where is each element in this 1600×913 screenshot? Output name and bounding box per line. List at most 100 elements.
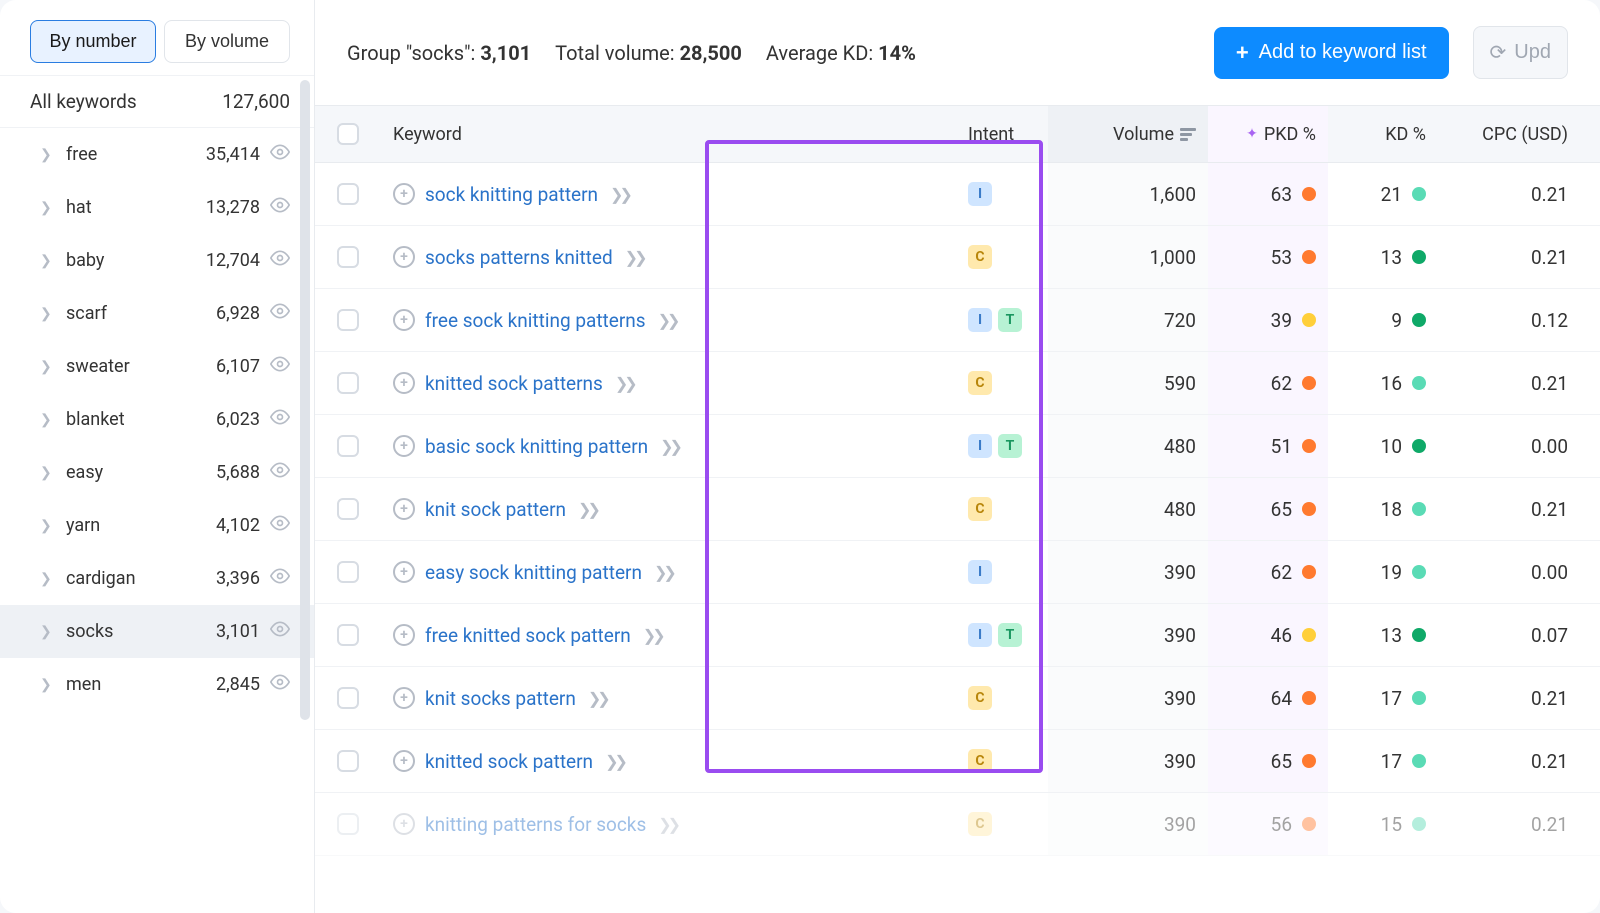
- sidebar-item-easy[interactable]: ❯easy5,688: [0, 446, 314, 499]
- expand-icon[interactable]: +: [393, 750, 415, 772]
- intent-cell: C: [968, 686, 1048, 710]
- row-checkbox[interactable]: [337, 246, 359, 268]
- group-label: hat: [66, 197, 206, 218]
- expand-icon[interactable]: +: [393, 183, 415, 205]
- th-pkd-label: PKD %: [1264, 124, 1316, 145]
- cpc-cell: 0.21: [1438, 498, 1568, 521]
- expand-icon[interactable]: +: [393, 813, 415, 835]
- keyword-text: basic sock knitting pattern: [425, 435, 648, 458]
- th-cpc[interactable]: CPC (USD): [1438, 124, 1568, 145]
- keyword-cell[interactable]: +knitting patterns for socks❯❯: [393, 813, 968, 836]
- view-toggle: By number By volume: [0, 0, 314, 75]
- toggle-by-number[interactable]: By number: [30, 20, 156, 63]
- scrollbar-thumb[interactable]: [300, 80, 310, 720]
- main-panel: Group "socks": 3,101 Total volume: 28,50…: [315, 0, 1600, 913]
- kd-dot: [1412, 628, 1426, 642]
- sidebar-item-free[interactable]: ❯free35,414: [0, 128, 314, 181]
- chevrons-right-icon: ❯❯: [658, 815, 677, 834]
- group-label: men: [66, 674, 216, 695]
- pkd-cell: 53: [1208, 226, 1328, 288]
- chevron-right-icon: ❯: [40, 200, 56, 216]
- row-checkbox[interactable]: [337, 561, 359, 583]
- expand-icon[interactable]: +: [393, 624, 415, 646]
- chevrons-right-icon: ❯❯: [654, 563, 673, 582]
- eye-icon[interactable]: [270, 142, 290, 167]
- cpc-cell: 0.07: [1438, 624, 1568, 647]
- intent-badge-T: T: [998, 623, 1022, 647]
- keyword-cell[interactable]: +free knitted sock pattern❯❯: [393, 624, 968, 647]
- sidebar-item-socks[interactable]: ❯socks3,101: [0, 605, 314, 658]
- add-to-list-label: Add to keyword list: [1259, 41, 1427, 64]
- row-checkbox[interactable]: [337, 435, 359, 457]
- intent-cell: IT: [968, 434, 1048, 458]
- eye-icon[interactable]: [270, 672, 290, 697]
- sidebar-item-cardigan[interactable]: ❯cardigan3,396: [0, 552, 314, 605]
- th-intent[interactable]: Intent: [968, 124, 1048, 145]
- expand-icon[interactable]: +: [393, 246, 415, 268]
- row-checkbox[interactable]: [337, 183, 359, 205]
- row-checkbox[interactable]: [337, 624, 359, 646]
- keyword-cell[interactable]: +sock knitting pattern❯❯: [393, 183, 968, 206]
- keyword-cell[interactable]: +basic sock knitting pattern❯❯: [393, 435, 968, 458]
- eye-icon[interactable]: [270, 566, 290, 591]
- pkd-cell: 62: [1208, 541, 1328, 603]
- keyword-text: free knitted sock pattern: [425, 624, 631, 647]
- row-checkbox[interactable]: [337, 813, 359, 835]
- keyword-cell[interactable]: +knit socks pattern❯❯: [393, 687, 968, 710]
- th-kd[interactable]: KD %: [1328, 124, 1438, 145]
- cpc-cell: 0.21: [1438, 372, 1568, 395]
- keyword-cell[interactable]: +free sock knitting patterns❯❯: [393, 309, 968, 332]
- eye-icon[interactable]: [270, 513, 290, 538]
- row-checkbox[interactable]: [337, 750, 359, 772]
- expand-icon[interactable]: +: [393, 372, 415, 394]
- expand-icon[interactable]: +: [393, 687, 415, 709]
- keyword-cell[interactable]: +knitted sock pattern❯❯: [393, 750, 968, 773]
- row-checkbox[interactable]: [337, 498, 359, 520]
- keyword-cell[interactable]: +socks patterns knitted❯❯: [393, 246, 968, 269]
- sidebar-item-scarf[interactable]: ❯scarf6,928: [0, 287, 314, 340]
- cpc-cell: 0.21: [1438, 183, 1568, 206]
- sidebar-item-men[interactable]: ❯men2,845: [0, 658, 314, 711]
- eye-icon[interactable]: [270, 354, 290, 379]
- keyword-text: sock knitting pattern: [425, 183, 598, 206]
- eye-icon[interactable]: [270, 460, 290, 485]
- sidebar-item-sweater[interactable]: ❯sweater6,107: [0, 340, 314, 393]
- expand-icon[interactable]: +: [393, 561, 415, 583]
- row-checkbox[interactable]: [337, 309, 359, 331]
- eye-icon[interactable]: [270, 301, 290, 326]
- row-checkbox[interactable]: [337, 372, 359, 394]
- td-checkbox: [337, 246, 393, 268]
- eye-icon[interactable]: [270, 619, 290, 644]
- th-volume[interactable]: Volume: [1048, 106, 1208, 162]
- expand-icon[interactable]: +: [393, 435, 415, 457]
- expand-icon[interactable]: +: [393, 498, 415, 520]
- intent-cell: I: [968, 182, 1048, 206]
- all-keywords-row[interactable]: All keywords 127,600: [0, 75, 314, 128]
- th-keyword[interactable]: Keyword: [393, 124, 968, 145]
- intent-badge-T: T: [998, 308, 1022, 332]
- toggle-by-volume[interactable]: By volume: [164, 20, 290, 63]
- row-checkbox[interactable]: [337, 687, 359, 709]
- eye-icon[interactable]: [270, 195, 290, 220]
- keyword-cell[interactable]: +knit sock pattern❯❯: [393, 498, 968, 521]
- kd-dot: [1412, 439, 1426, 453]
- sidebar-item-blanket[interactable]: ❯blanket6,023: [0, 393, 314, 446]
- sidebar-item-hat[interactable]: ❯hat13,278: [0, 181, 314, 234]
- keyword-cell[interactable]: +knitted sock patterns❯❯: [393, 372, 968, 395]
- pkd-cell: 39: [1208, 289, 1328, 351]
- sidebar-item-yarn[interactable]: ❯yarn4,102: [0, 499, 314, 552]
- chevron-right-icon: ❯: [40, 306, 56, 322]
- group-label: baby: [66, 250, 206, 271]
- pkd-cell: 62: [1208, 352, 1328, 414]
- update-button[interactable]: ⟳ Upd: [1473, 26, 1568, 79]
- eye-icon[interactable]: [270, 248, 290, 273]
- intent-badge-I: I: [968, 434, 992, 458]
- sidebar-item-baby[interactable]: ❯baby12,704: [0, 234, 314, 287]
- select-all-checkbox[interactable]: [337, 123, 359, 145]
- pkd-dot: [1302, 376, 1316, 390]
- th-pkd[interactable]: ✦ PKD %: [1208, 106, 1328, 162]
- eye-icon[interactable]: [270, 407, 290, 432]
- expand-icon[interactable]: +: [393, 309, 415, 331]
- add-to-list-button[interactable]: + Add to keyword list: [1214, 27, 1449, 79]
- keyword-cell[interactable]: +easy sock knitting pattern❯❯: [393, 561, 968, 584]
